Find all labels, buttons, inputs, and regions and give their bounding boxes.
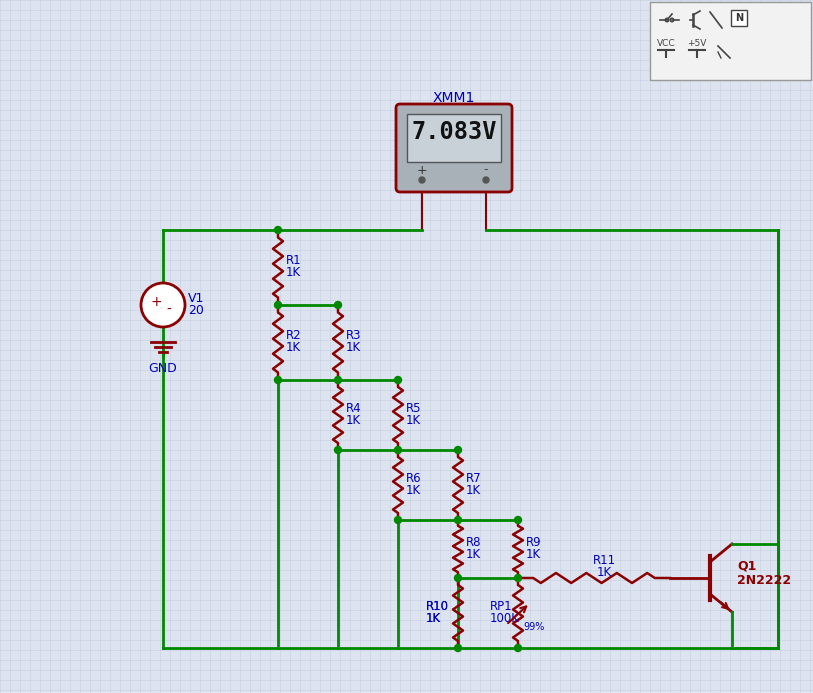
Text: R5: R5 (406, 401, 421, 414)
Text: GND: GND (149, 362, 177, 375)
Text: 1K: 1K (466, 547, 481, 561)
Circle shape (454, 574, 462, 581)
Text: 100K: 100K (490, 611, 520, 624)
Circle shape (419, 177, 425, 183)
Text: +: + (417, 164, 428, 177)
Text: Q1: Q1 (737, 559, 756, 572)
Circle shape (454, 644, 462, 651)
Text: V1: V1 (188, 292, 204, 304)
Circle shape (515, 516, 521, 523)
Text: R8: R8 (466, 536, 481, 548)
Text: 1K: 1K (426, 611, 441, 624)
Text: 1K: 1K (346, 341, 361, 354)
Text: 20: 20 (188, 304, 204, 317)
Text: 1K: 1K (346, 414, 361, 426)
Circle shape (454, 516, 462, 523)
Text: 1K: 1K (406, 414, 421, 426)
Circle shape (394, 376, 402, 383)
Circle shape (275, 376, 281, 383)
Bar (407, 114, 501, 162)
Text: R2: R2 (286, 329, 302, 342)
Text: N: N (735, 13, 743, 23)
Text: 1K: 1K (526, 547, 541, 561)
Bar (731, 10, 747, 26)
Text: +5V: +5V (687, 40, 706, 49)
Text: -: - (484, 164, 489, 177)
Text: R11: R11 (593, 554, 615, 566)
Text: +: + (150, 295, 162, 309)
FancyBboxPatch shape (396, 104, 512, 192)
Text: 7.083V: 7.083V (411, 120, 497, 144)
Text: -: - (167, 303, 172, 317)
Circle shape (334, 301, 341, 308)
Circle shape (515, 574, 521, 581)
Circle shape (515, 644, 521, 651)
Circle shape (141, 283, 185, 327)
Text: RP1: RP1 (490, 599, 513, 613)
Text: 1K: 1K (426, 611, 441, 624)
Text: 1K: 1K (286, 266, 301, 279)
Text: 99%: 99% (523, 622, 545, 632)
Text: 1K: 1K (466, 484, 481, 496)
Circle shape (275, 227, 281, 234)
Text: R6: R6 (406, 471, 422, 484)
Text: 1K: 1K (286, 341, 301, 354)
Text: R10: R10 (426, 599, 449, 613)
Circle shape (334, 376, 341, 383)
Bar (650, 2, 811, 80)
Circle shape (454, 446, 462, 453)
Text: 1K: 1K (406, 484, 421, 496)
Text: R7: R7 (466, 471, 481, 484)
Circle shape (394, 446, 402, 453)
Text: R1: R1 (286, 254, 302, 267)
Text: 1K: 1K (597, 565, 611, 579)
Circle shape (394, 516, 402, 523)
Circle shape (334, 446, 341, 453)
Circle shape (275, 301, 281, 308)
Circle shape (483, 177, 489, 183)
Text: 2N2222: 2N2222 (737, 574, 791, 586)
Text: R4: R4 (346, 401, 362, 414)
Text: VCC: VCC (657, 40, 676, 49)
Text: R3: R3 (346, 329, 362, 342)
Text: R9: R9 (526, 536, 541, 548)
Text: XMM1: XMM1 (433, 91, 475, 105)
Text: R10: R10 (426, 599, 449, 613)
